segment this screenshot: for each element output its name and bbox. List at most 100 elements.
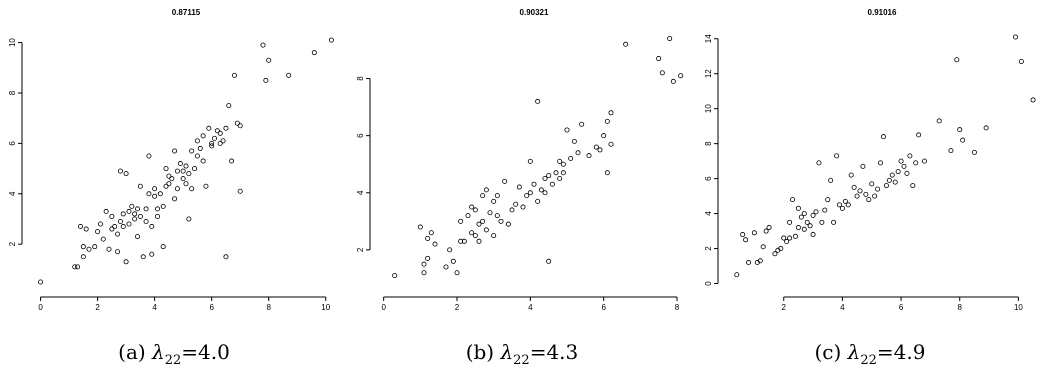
data-point xyxy=(154,213,160,219)
data-point xyxy=(527,190,533,196)
data-point xyxy=(983,125,989,131)
data-point xyxy=(813,209,819,215)
data-point xyxy=(836,202,842,208)
data-point xyxy=(86,246,92,252)
data-point xyxy=(480,193,486,199)
data-point xyxy=(834,153,840,159)
data-point xyxy=(237,123,243,129)
data-point xyxy=(260,42,266,48)
data-point xyxy=(206,125,212,131)
data-point xyxy=(112,224,118,230)
data-point xyxy=(746,260,752,266)
data-point xyxy=(875,186,881,192)
data-point xyxy=(425,255,431,261)
data-point xyxy=(564,127,570,133)
data-point xyxy=(217,130,223,136)
data-point xyxy=(417,224,423,230)
data-point xyxy=(910,183,916,189)
data-point xyxy=(163,183,169,189)
data-point xyxy=(454,270,460,276)
y-tick-label: 2 xyxy=(356,247,365,252)
x-tick-label: 2 xyxy=(95,303,100,312)
data-point xyxy=(601,133,607,139)
data-point xyxy=(311,50,317,56)
caption-value: =4.0 xyxy=(181,340,230,364)
y-tick-label: 8 xyxy=(356,76,365,81)
data-point xyxy=(152,193,158,199)
data-point xyxy=(760,244,766,250)
data-point xyxy=(535,198,541,204)
x-tick-label: 10 xyxy=(321,303,330,312)
data-point xyxy=(535,98,541,104)
data-point xyxy=(286,72,292,78)
data-point xyxy=(502,178,508,184)
data-point xyxy=(129,203,135,209)
data-point xyxy=(174,186,180,192)
data-point xyxy=(743,237,749,243)
data-point xyxy=(734,272,740,278)
data-point xyxy=(807,223,813,229)
caption-prefix: (b) xyxy=(465,340,501,364)
data-point xyxy=(223,125,229,131)
caption-prefix: (c) xyxy=(814,340,848,364)
scatter-plot-a: 0.87115 0 2 4 6 8 10 2 4 6 8 10 xyxy=(8,8,334,312)
data-point xyxy=(895,169,901,175)
data-point xyxy=(432,241,438,247)
data-point xyxy=(740,232,746,238)
data-point xyxy=(132,211,138,217)
data-point xyxy=(766,225,772,231)
data-point xyxy=(916,132,922,138)
data-point xyxy=(392,273,398,279)
data-point xyxy=(772,251,778,257)
scatter-plot-b: 0.90321 0 2 4 6 8 2 4 6 8 xyxy=(356,8,684,312)
x-tick-label: 2 xyxy=(782,303,787,312)
data-point xyxy=(189,148,195,154)
y-tick-label: 10 xyxy=(8,38,17,47)
data-point xyxy=(149,224,155,230)
data-point xyxy=(92,244,98,250)
plot-title: 0.91016 xyxy=(868,8,897,17)
data-point xyxy=(792,233,798,239)
data-point xyxy=(177,161,183,167)
data-point xyxy=(140,254,146,260)
data-point xyxy=(480,218,486,224)
data-point xyxy=(869,181,875,187)
data-point xyxy=(174,168,180,174)
data-point xyxy=(234,120,240,126)
data-point xyxy=(494,213,500,219)
data-point xyxy=(458,218,464,224)
data-point xyxy=(450,258,456,264)
data-point xyxy=(597,147,603,153)
y-tick-label: 4 xyxy=(8,191,17,196)
data-point xyxy=(469,230,475,236)
scatter-plot-c: 0.91016 2 4 6 8 10 0 2 4 6 8 10 12 14 xyxy=(704,8,1036,312)
data-point xyxy=(192,166,198,172)
x-tick-label: 4 xyxy=(152,303,157,312)
data-point xyxy=(857,188,863,194)
data-point xyxy=(795,225,801,231)
data-point xyxy=(787,235,793,241)
data-point xyxy=(904,170,910,176)
data-point xyxy=(784,239,790,245)
data-point xyxy=(135,234,141,240)
caption-prefix: (a) xyxy=(118,340,153,364)
data-point xyxy=(863,191,869,197)
y-tick-label: 0 xyxy=(704,281,713,286)
data-point xyxy=(839,205,845,211)
data-point xyxy=(604,118,610,124)
data-point xyxy=(560,170,566,176)
data-point xyxy=(421,261,427,267)
data-point xyxy=(149,251,155,257)
data-point xyxy=(83,226,89,232)
data-point xyxy=(154,206,160,212)
data-point xyxy=(487,210,493,216)
data-point xyxy=(194,138,200,144)
data-point xyxy=(109,226,115,232)
data-point xyxy=(586,153,592,159)
data-point xyxy=(120,224,126,230)
caption-b: (b) λ22=4.3 xyxy=(348,340,696,368)
data-point xyxy=(851,184,857,190)
data-point xyxy=(476,238,482,244)
data-point xyxy=(428,230,434,236)
data-point xyxy=(229,158,235,164)
